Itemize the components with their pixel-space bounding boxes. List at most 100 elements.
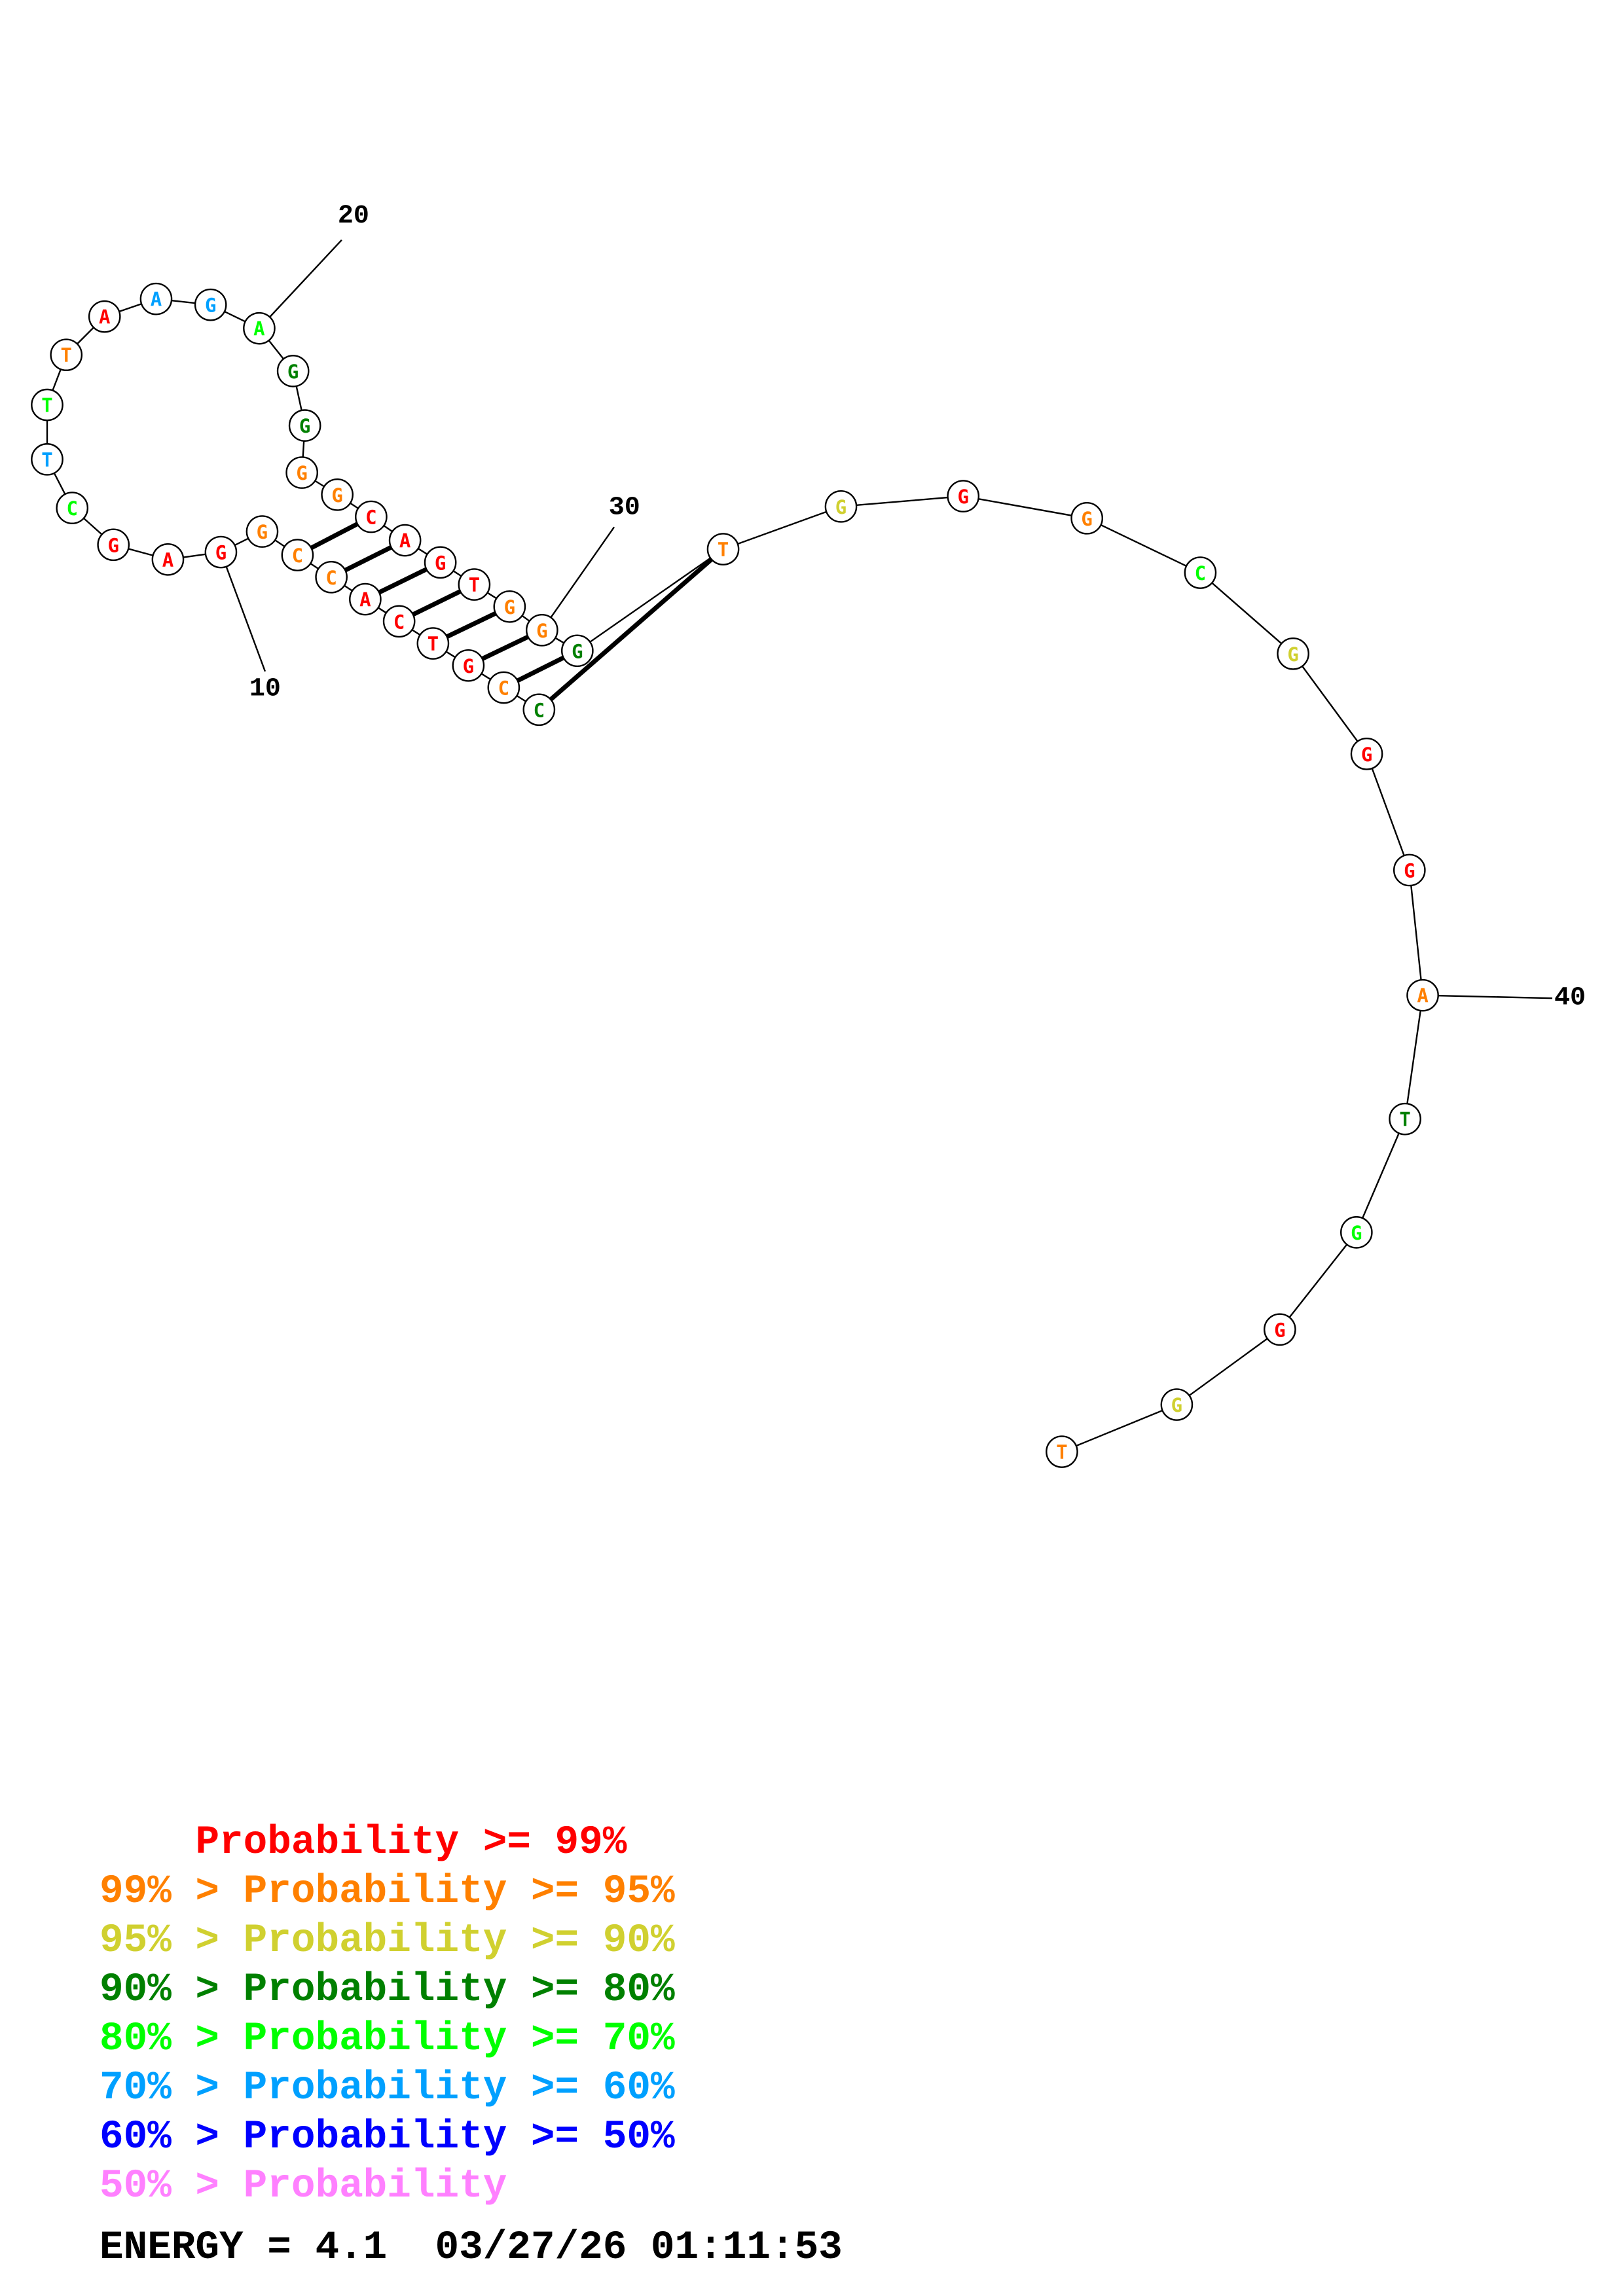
nucleotide: G (424, 546, 457, 579)
nucleotide-circle (88, 300, 121, 333)
nucleotide: T (1389, 1102, 1421, 1136)
base-pair-bond (549, 557, 714, 702)
nucleotide-letter: G (1361, 744, 1372, 766)
nucleotide-circle (243, 312, 276, 345)
nucleotide: G (246, 515, 279, 548)
nucleotide: C (315, 561, 348, 594)
nucleotide-circle (452, 649, 485, 682)
nucleotide: G (288, 409, 321, 442)
nucleotide-letter: C (393, 611, 405, 633)
nucleotide-letter: G (299, 415, 310, 437)
nucleotide-letter: T (718, 539, 729, 561)
nucleotide-circle (487, 671, 520, 704)
backbone-segment (1366, 753, 1410, 870)
index-label: 10 (249, 674, 281, 704)
nucleotide-circle (1046, 1435, 1078, 1468)
legend-row: 80% > Probability >= 70% (100, 2015, 951, 2064)
nucleotide: T (416, 627, 450, 660)
backbone-segment (1408, 870, 1424, 996)
nucleotide-letter: G (572, 640, 583, 662)
nucleotide-circle (1406, 978, 1439, 1012)
nucleotide-circle (1350, 737, 1383, 770)
legend-row: 99% > Probability >= 95% (100, 1867, 951, 1916)
nucleotide-letter: A (99, 306, 110, 329)
legend-row: 90% > Probability >= 80% (100, 1965, 951, 2015)
nucleotide-circle (947, 480, 980, 512)
base-pair-bond (310, 522, 359, 550)
nucleotide-letter: C (534, 699, 545, 721)
nucleotide-letter: T (1399, 1109, 1410, 1131)
nucleotide-letter: C (1195, 562, 1206, 584)
index-tick-line (269, 239, 342, 318)
nucleotide-circle (281, 539, 314, 571)
nucleotide-letter: T (41, 449, 52, 471)
nucleotide-circle (388, 524, 422, 557)
nucleotide: T (1046, 1435, 1078, 1468)
nucleotide: G (824, 490, 858, 523)
nucleotide-circle (706, 533, 740, 565)
nucleotide: T (31, 388, 64, 422)
nucleotide-letter: G (1404, 859, 1415, 882)
nucleotide-letter: G (1081, 508, 1092, 530)
nucleotide-circle (1393, 853, 1426, 887)
nucleotide-letter: A (253, 318, 264, 340)
nucleotide-circle (1264, 1313, 1296, 1346)
legend-text: Probability >= 80% (243, 1967, 675, 2013)
nucleotide-circle (416, 627, 450, 660)
nucleotide-letter: G (957, 486, 968, 508)
legend-prefix: 95% > (100, 1918, 244, 1964)
legend-row: 60% > Probability >= 50% (100, 2113, 951, 2162)
nucleotide: T (706, 533, 740, 565)
energy-line: ENERGY = 4.1 03/27/26 01:11:53 (100, 2225, 843, 2270)
nucleotide-circle (526, 613, 558, 647)
base-pair-bond (481, 634, 530, 661)
legend-row: 95% > Probability >= 90% (100, 1916, 951, 1965)
backbone-segment (962, 495, 1087, 520)
nucleotide: G (493, 590, 526, 623)
nucleotide-circle (824, 490, 858, 523)
nucleotide-letter: G (296, 462, 307, 484)
nucleotide: G (321, 478, 354, 511)
nucleotide: G (1340, 1216, 1373, 1249)
nucleotide-circle (288, 409, 321, 442)
base-pair-bond (446, 611, 497, 639)
nucleotide: C (487, 671, 520, 704)
nucleotide-letter: T (428, 633, 439, 655)
nucleotide: G (1070, 502, 1103, 535)
backbone-segment (723, 505, 841, 550)
nucleotide: A (139, 282, 173, 315)
nucleotide-circle (493, 590, 526, 623)
base-pair-bond (344, 545, 393, 573)
legend-row: 70% > Probability >= 60% (100, 2064, 951, 2113)
nucleotide: G (526, 613, 558, 647)
nucleotide: G (276, 355, 310, 387)
index-label: 20 (338, 202, 369, 231)
nucleotide-letter: A (359, 589, 371, 611)
nucleotide: G (1160, 1388, 1194, 1421)
nucleotide-letter: G (205, 295, 216, 317)
backbone-segment (1355, 1119, 1406, 1233)
nucleotide-letter: G (1351, 1222, 1362, 1244)
nucleotide-letter: G (215, 542, 227, 564)
nucleotide-circle (355, 500, 388, 533)
nucleotide-letter: G (331, 484, 342, 507)
nucleotide-letter: G (1287, 643, 1298, 666)
nucleotide-circle (50, 338, 83, 371)
nucleotide-circle (424, 546, 457, 579)
nucleotide-circle (285, 456, 318, 489)
legend-text: Probability >= 99% (195, 1820, 627, 1865)
nucleotide: A (243, 312, 276, 345)
nucleotide: G (561, 634, 594, 668)
index-tick-line (550, 526, 615, 619)
legend-row: 50% > Probability (100, 2162, 951, 2211)
legend-text: Probability >= 70% (243, 2017, 675, 2062)
index-label-layer: 10 20 30 40 (225, 202, 1586, 1013)
base-pair-bond (412, 589, 462, 617)
legend-prefix (100, 1820, 195, 1865)
index-label: 30 (609, 493, 640, 523)
index-tick-line (225, 566, 266, 672)
nucleotide-letter: G (435, 552, 446, 574)
nucleotide-letter: G (257, 521, 268, 543)
nucleotide: C (1184, 556, 1217, 589)
backbone-segment (1404, 995, 1424, 1119)
